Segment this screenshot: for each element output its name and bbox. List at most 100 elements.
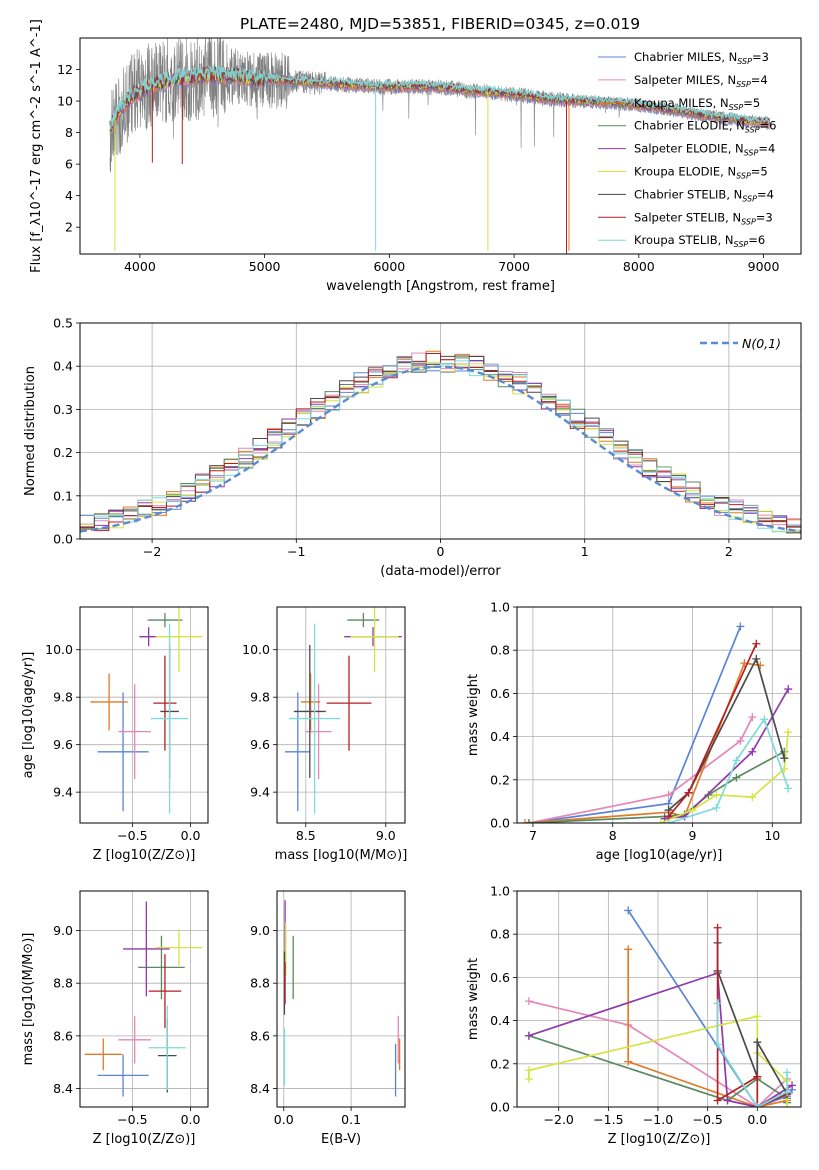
y-tick-label: 0.0	[53, 532, 73, 547]
mass-weight-marker	[748, 747, 757, 756]
chart-age-vs-mass: 8.5 9.0 9.4 9.6 9.8 10.0 mass [log10(M/M⊙)]	[242, 606, 408, 863]
y-tick-label: 10	[57, 94, 73, 109]
mass-weight-marker	[713, 923, 722, 932]
mass-weight-line	[528, 716, 754, 823]
mass-weight-marker	[753, 1012, 762, 1021]
y-tick-label: 6	[65, 157, 73, 172]
plot-area	[90, 607, 203, 814]
y-tick-label: 8.8	[53, 976, 73, 991]
legend-label: Salpeter STELIB, NSSP=3	[634, 210, 773, 226]
y-tick-label: 0.0	[490, 1100, 510, 1115]
x-tick-label: 2	[725, 544, 733, 559]
x-tick-label: −0.5	[692, 1112, 722, 1127]
x-axis-label: Z [log10(Z/Z⊙)]	[608, 1132, 711, 1147]
mass-weight-marker	[713, 999, 722, 1008]
plot-frame	[516, 890, 802, 1108]
x-tick-label: −2.0	[544, 1112, 574, 1127]
mass-weight-line	[716, 1003, 788, 1107]
model-spectrum-line	[109, 71, 770, 137]
mass-weight-marker	[783, 1068, 792, 1077]
x-tick-label: −1.5	[593, 1112, 623, 1127]
histogram-step-line	[80, 357, 801, 533]
legend-label: Chabrier MILES, NSSP=3	[634, 50, 769, 66]
mass-weight-line	[627, 909, 793, 1107]
y-tick-label: 1.0	[490, 600, 510, 615]
x-tick-label: 0.0	[274, 1112, 294, 1127]
y-tick-label: 9.8	[250, 690, 270, 705]
legend-label: Kroupa STELIB, NSSP=6	[634, 233, 765, 249]
grid-lines	[277, 607, 405, 823]
x-tick-label: −1	[287, 544, 305, 559]
gaussian-curve	[80, 365, 801, 533]
y-tick-label: 0.8	[490, 927, 510, 942]
y-tick-label: 0.3	[53, 402, 73, 417]
x-axis-label: (data-model)/error	[380, 564, 501, 579]
mass-weight-marker	[732, 773, 741, 782]
chart-weight-vs-age: 7 8 9 10 0.0 0.2 0.4 0.6 0.8 1.0 age [log10(age/yr…	[466, 600, 802, 863]
legend-label: Salpeter MILES, NSSP=4	[634, 73, 768, 89]
y-tick-label: 10.0	[242, 642, 270, 657]
chart-weight-vs-Z: −2.0 −1.5 −1.0 −0.5 0.0 0.0 0.2 0.4 0.6 0.8 1.0 Z […	[466, 884, 802, 1147]
x-tick-label: 0.1	[341, 1112, 361, 1127]
mass-weight-marker	[688, 806, 697, 815]
y-tick-label: 10.0	[45, 642, 73, 657]
mass-weight-marker	[783, 1103, 792, 1107]
x-tick-label: 0.0	[181, 828, 201, 843]
plot-frame	[276, 890, 406, 1108]
y-tick-label: 0.2	[490, 772, 510, 787]
x-tick-label: 0.0	[181, 1112, 201, 1127]
mass-weight-marker	[753, 1103, 762, 1107]
x-tick-label: 9.0	[376, 828, 396, 843]
plot-area	[285, 607, 402, 814]
mass-weight-marker	[524, 819, 533, 823]
x-tick-label: 7000	[498, 259, 530, 274]
y-axis-label: mass [log10(M/M⊙)]	[21, 933, 36, 1066]
y-tick-label: 9.0	[53, 923, 73, 938]
plot-area	[283, 900, 401, 1097]
mass-weight-marker	[753, 1038, 762, 1047]
histogram-step-line	[80, 353, 801, 532]
mass-weight-marker	[704, 790, 713, 799]
chart-spectrum: 4000 5000 6000 7000 8000 9000 2 4 6 8 10 12 waveleng…	[29, 19, 802, 294]
x-tick-label: 8	[609, 828, 617, 843]
x-axis-label: mass [log10(M/M⊙)]	[275, 848, 408, 863]
x-tick-label: 9000	[748, 259, 780, 274]
x-tick-label: 8.5	[296, 828, 316, 843]
mass-weight-line	[660, 732, 790, 823]
y-tick-label: 9.6	[250, 737, 270, 752]
x-axis-label: Z [log10(Z/Z⊙)]	[93, 1132, 196, 1147]
x-tick-label: −0.5	[117, 828, 147, 843]
x-tick-label: −1.0	[643, 1112, 673, 1127]
mass-weight-marker	[524, 1066, 533, 1075]
mass-weight-marker	[784, 728, 793, 737]
x-tick-label: 0	[437, 544, 445, 559]
mass-weight-line	[627, 949, 788, 1107]
mass-weight-marker	[752, 639, 761, 648]
legend-label: Chabrier STELIB, NSSP=4	[634, 187, 774, 203]
x-axis-label: age [log10(age/yr)]	[596, 848, 723, 863]
mass-weight-marker	[753, 1072, 762, 1081]
y-tick-label: 9.0	[250, 923, 270, 938]
y-tick-label: 8.6	[250, 1028, 270, 1043]
chart-age-vs-Z: −0.5 0.0 9.4 9.6 9.8 10.0 Z [log10(Z/Z⊙)] age […	[21, 606, 209, 863]
grid-lines	[80, 891, 208, 1107]
x-tick-label: 6000	[373, 259, 405, 274]
mass-weight-marker	[684, 788, 693, 797]
mass-weight-marker	[712, 790, 721, 799]
legend-label: Kroupa ELODIE, NSSP=5	[634, 165, 768, 181]
y-tick-label: 0.6	[490, 970, 510, 985]
plot-area	[109, 38, 771, 254]
grid-lines	[80, 607, 208, 823]
x-tick-label: 0.0	[747, 1112, 767, 1127]
legend-label: Salpeter ELODIE, NSSP=4	[634, 142, 775, 158]
mass-weight-marker	[788, 1081, 797, 1090]
plot-area	[520, 622, 793, 823]
y-tick-label: 8.4	[250, 1081, 270, 1096]
y-tick-label: 9.4	[250, 785, 270, 800]
x-tick-label: −0.5	[117, 1112, 147, 1127]
y-tick-label: 0.0	[490, 816, 510, 831]
plot-area	[80, 350, 801, 534]
x-tick-label: −2	[143, 544, 161, 559]
y-tick-label: 8	[65, 125, 73, 140]
mass-weight-marker	[524, 997, 533, 1006]
